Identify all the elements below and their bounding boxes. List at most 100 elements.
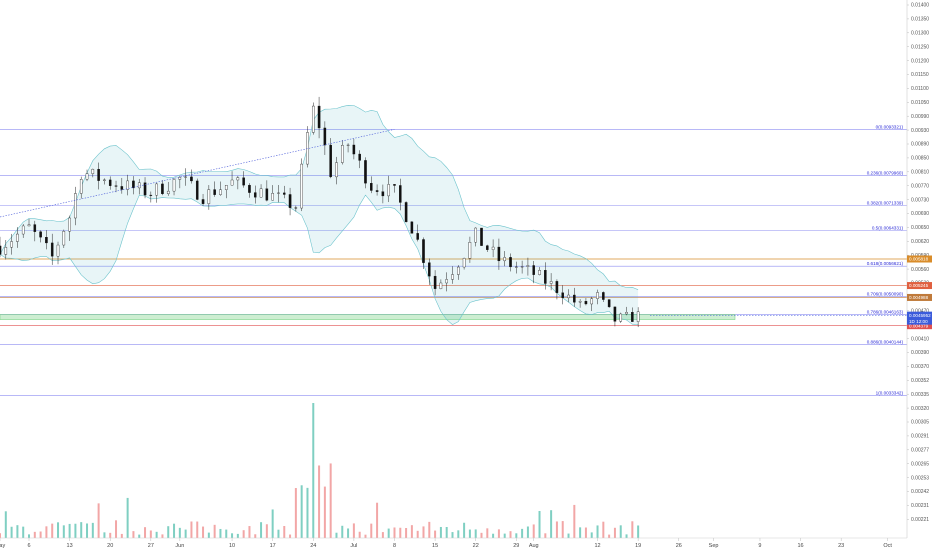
candle	[590, 296, 594, 312]
volume-bar	[468, 529, 471, 538]
candle	[21, 224, 25, 238]
volume-bar	[126, 497, 129, 538]
candle	[190, 169, 193, 184]
volume-bar	[457, 530, 460, 538]
volume-bar	[376, 502, 379, 538]
volume-bar	[265, 524, 268, 538]
candle	[195, 178, 199, 201]
y-tick-label: 0.00221	[911, 517, 929, 523]
candle	[335, 156, 338, 185]
candle	[132, 176, 135, 195]
candle	[317, 96, 321, 139]
fib-level-label: 1(0.0033342)	[876, 391, 904, 396]
volume-bar	[86, 523, 89, 538]
candle	[143, 177, 147, 199]
volume-bar	[497, 529, 500, 538]
volume-bar	[619, 525, 622, 538]
x-tick-label: 27	[148, 543, 154, 549]
volume-bar	[103, 532, 106, 538]
candle	[253, 185, 257, 204]
candle	[294, 205, 298, 212]
candle	[33, 220, 37, 242]
x-tick-label: 17	[270, 543, 276, 549]
candle	[27, 218, 31, 227]
horizontal-line-tag-text: 0.005818	[909, 257, 929, 262]
volume-bar	[33, 531, 36, 538]
candle	[248, 183, 251, 198]
volume-bar	[109, 532, 112, 538]
volume-bar	[399, 527, 402, 538]
candle	[329, 138, 332, 179]
x-tick-label: 16	[798, 543, 804, 549]
volume-bar	[248, 526, 251, 538]
volume-bar	[323, 486, 326, 538]
volume-bar	[254, 534, 257, 538]
volume-bar	[474, 529, 477, 538]
x-tick-label: Jul	[350, 543, 357, 549]
y-tick-label: 0.00305	[911, 420, 929, 426]
volume-bar	[503, 533, 506, 538]
volume-bar	[631, 521, 634, 538]
volume-bar	[45, 526, 48, 538]
volume-bar	[91, 522, 94, 538]
volume-bar	[28, 534, 31, 538]
x-tick-label: 24	[310, 543, 316, 549]
volume-bar	[637, 525, 640, 538]
candle	[538, 267, 541, 276]
volume-bar	[213, 524, 216, 538]
volume-bar	[416, 530, 419, 538]
volume-bar	[555, 521, 558, 538]
volume-bar	[434, 530, 437, 538]
time-axis[interactable]: May 6 13 20 27 Jun 10 17 24 Jul 8 15 22 29 Aug 12 19 26 Se…	[0, 538, 892, 549]
candle	[422, 237, 425, 269]
x-tick-label: 20	[107, 543, 113, 549]
candle	[625, 306, 628, 316]
candle	[532, 260, 535, 284]
candle	[282, 185, 286, 199]
y-tick-label: 0.00352	[911, 378, 929, 384]
x-tick-label: 15	[432, 543, 438, 549]
trendline[interactable]	[0, 129, 395, 218]
volume-bar	[584, 527, 587, 538]
candle	[155, 182, 158, 203]
volume-bar	[428, 521, 431, 538]
candle	[300, 158, 303, 212]
volume-bar	[10, 526, 13, 538]
volume-bar	[312, 403, 315, 538]
candle	[311, 102, 315, 135]
y-tick-label: 0.01050	[911, 100, 929, 106]
volume-bar	[509, 531, 512, 538]
horizontal-line-tag	[907, 282, 932, 290]
candle	[120, 177, 124, 194]
candle	[219, 181, 222, 196]
candle	[149, 191, 153, 203]
volume-bar	[515, 533, 518, 538]
x-tick-label: Sep	[709, 543, 719, 549]
volume-bar	[567, 533, 570, 538]
y-tick-label: 0.00370	[911, 364, 929, 370]
volume-bar	[306, 487, 309, 538]
volume-bar	[538, 510, 541, 538]
x-tick-label: 19	[635, 543, 641, 549]
candle	[184, 168, 187, 186]
candle	[265, 180, 269, 202]
current-price-tag-text: 0.0045952	[909, 313, 931, 318]
horizontal-lines	[0, 258, 907, 327]
candle	[613, 306, 617, 327]
volume-bar	[242, 530, 245, 538]
candle	[520, 260, 524, 274]
trendline-line[interactable]	[0, 129, 395, 218]
volume-bar	[155, 531, 158, 538]
y-tick-label: 0.00335	[911, 392, 929, 398]
candle	[271, 185, 274, 201]
candle	[578, 299, 582, 308]
volume-bar	[573, 504, 576, 538]
volume-bar	[225, 529, 228, 538]
band-fill	[0, 105, 639, 325]
volume-bar	[405, 528, 408, 538]
candles	[0, 96, 640, 328]
volume-bar	[178, 527, 181, 538]
candle	[91, 168, 95, 178]
